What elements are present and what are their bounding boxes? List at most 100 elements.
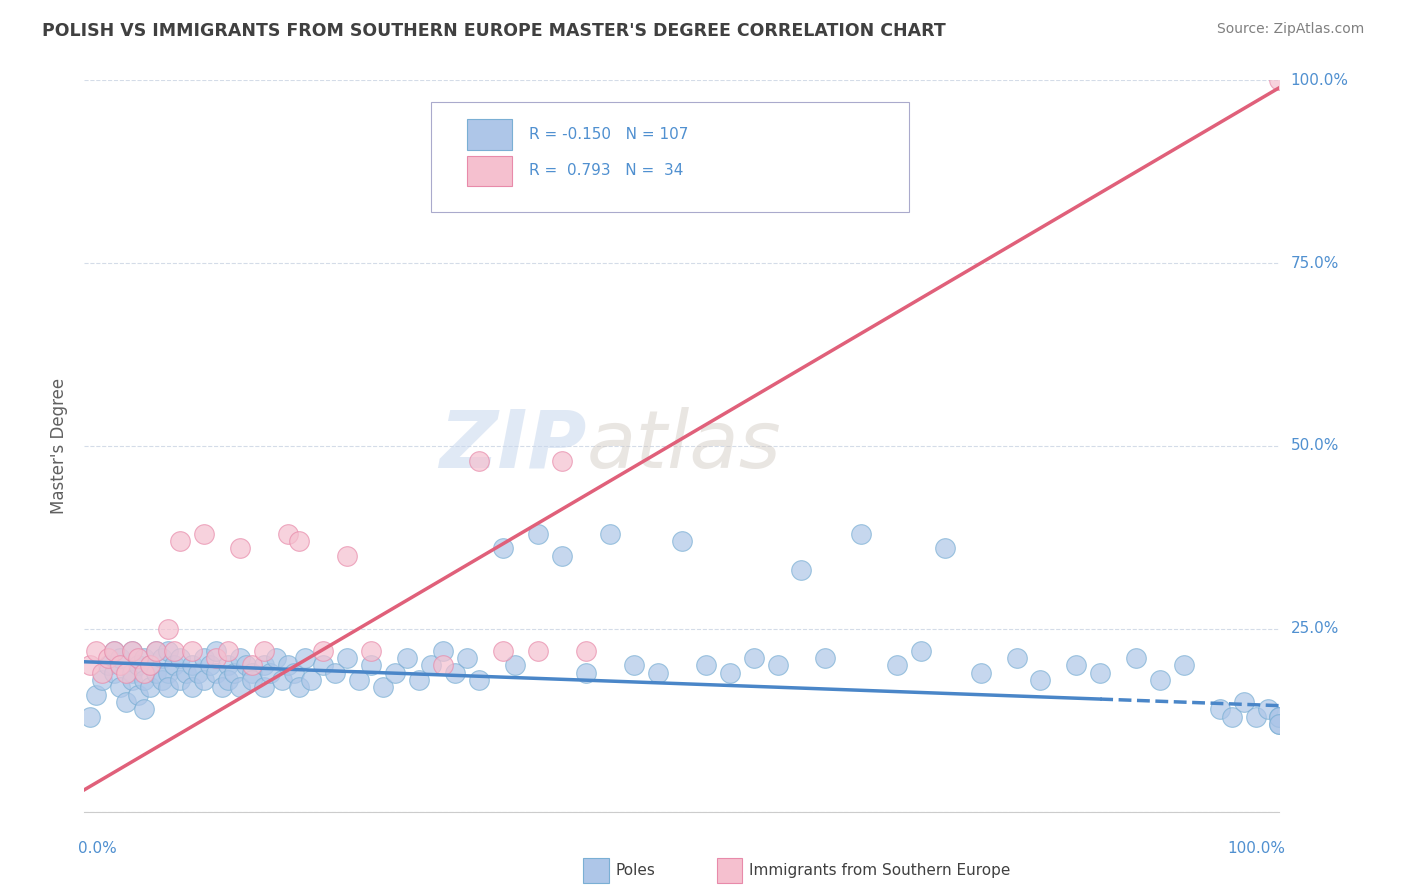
Point [211,681,233,695]
Point [97,651,120,665]
Point [180,644,202,658]
Point [79,658,101,673]
Point [127,658,149,673]
Point [349,673,371,687]
Point [1029,673,1052,687]
Point [384,665,406,680]
Y-axis label: Master's Degree: Master's Degree [51,378,69,514]
Point [259,665,281,680]
Point [150,673,173,687]
Point [180,681,202,695]
Point [205,651,228,665]
Point [163,644,186,658]
Point [718,665,741,680]
Point [551,549,574,563]
Point [276,658,298,673]
Point [193,651,215,665]
Point [110,681,132,695]
Text: ZIP: ZIP [439,407,586,485]
Point [575,644,598,658]
Point [84,644,107,658]
Point [910,644,932,658]
Point [766,658,789,673]
Point [1244,709,1267,723]
Point [228,681,252,695]
Point [145,644,167,658]
Point [253,644,276,658]
Point [110,651,132,665]
Point [228,651,252,665]
Point [97,658,120,673]
Point [790,563,813,577]
Point [139,681,162,695]
Point [934,541,956,556]
Point [742,651,765,665]
Point [103,644,125,658]
Text: POLISH VS IMMIGRANTS FROM SOUTHERN EUROPE MASTER'S DEGREE CORRELATION CHART: POLISH VS IMMIGRANTS FROM SOUTHERN EUROP… [42,22,946,40]
Point [312,644,335,658]
Text: 25.0%: 25.0% [1291,622,1339,636]
Point [467,673,491,687]
Point [110,658,132,673]
Text: 100.0%: 100.0% [1291,73,1348,87]
Point [169,651,191,665]
Point [288,534,311,549]
Point [240,658,263,673]
Point [132,651,156,665]
Point [253,658,276,673]
Text: atlas: atlas [586,407,782,485]
Point [270,673,292,687]
Point [492,541,515,556]
Point [419,658,441,673]
Point [115,665,138,680]
Point [599,526,621,541]
Point [575,665,598,680]
Point [276,526,298,541]
Point [1149,673,1171,687]
Point [396,651,419,665]
Point [121,665,143,680]
Point [103,644,125,658]
Point [1268,717,1291,731]
Point [1232,695,1254,709]
Point [456,651,478,665]
Point [240,665,263,680]
Point [312,658,335,673]
Point [527,644,550,658]
Point [157,644,180,658]
Point [503,658,526,673]
Text: Immigrants from Southern Europe: Immigrants from Southern Europe [749,863,1011,878]
Point [371,681,394,695]
Point [127,651,149,665]
Point [132,665,156,680]
Point [235,658,257,673]
Point [121,644,143,658]
Point [145,665,167,680]
Point [127,688,149,702]
Point [217,658,239,673]
FancyBboxPatch shape [430,103,908,212]
Point [695,658,717,673]
Point [288,681,311,695]
Point [198,658,221,673]
Point [169,673,191,687]
Point [150,651,173,665]
Point [91,673,114,687]
Point [432,644,454,658]
Point [174,665,197,680]
Point [1208,702,1230,716]
Point [360,644,382,658]
Text: 75.0%: 75.0% [1291,256,1339,270]
Point [253,681,276,695]
Point [139,658,162,673]
Point [444,665,467,680]
FancyBboxPatch shape [467,119,512,150]
Point [91,665,114,680]
Point [132,702,156,716]
Point [623,658,645,673]
Point [1173,658,1195,673]
Point [157,681,180,695]
Point [294,651,316,665]
Point [205,644,228,658]
Text: Source: ZipAtlas.com: Source: ZipAtlas.com [1216,22,1364,37]
